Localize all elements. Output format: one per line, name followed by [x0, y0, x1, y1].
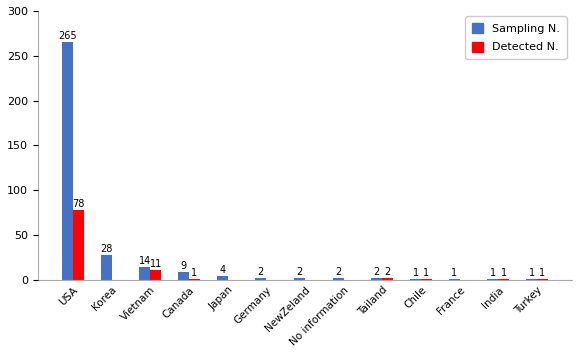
Legend: Sampling N., Detected N.: Sampling N., Detected N. — [466, 17, 566, 59]
Text: 2: 2 — [373, 267, 380, 277]
Text: 2: 2 — [384, 267, 391, 277]
Bar — [488, 279, 499, 280]
Bar — [410, 279, 421, 280]
Bar — [372, 278, 382, 280]
Bar — [140, 267, 150, 280]
Bar — [178, 272, 189, 280]
Bar — [382, 278, 393, 280]
Text: 2: 2 — [335, 267, 341, 277]
Bar — [150, 270, 161, 280]
Bar — [62, 42, 73, 280]
Text: 1: 1 — [490, 268, 496, 278]
Bar — [449, 279, 460, 280]
Text: 11: 11 — [149, 259, 162, 269]
Bar — [73, 210, 84, 280]
Text: 4: 4 — [219, 265, 225, 275]
Text: 2: 2 — [258, 267, 264, 277]
Bar — [333, 278, 343, 280]
Text: 265: 265 — [58, 31, 77, 41]
Text: 1: 1 — [412, 268, 419, 278]
Text: 2: 2 — [296, 267, 303, 277]
Bar — [537, 279, 548, 280]
Text: 1: 1 — [423, 268, 430, 278]
Text: 1: 1 — [191, 268, 197, 278]
Text: 1: 1 — [451, 268, 457, 278]
Bar — [101, 255, 112, 280]
Text: 28: 28 — [100, 244, 112, 253]
Bar — [294, 278, 305, 280]
Text: 1: 1 — [529, 268, 534, 278]
Bar — [499, 279, 509, 280]
Text: 1: 1 — [539, 268, 545, 278]
Bar — [217, 276, 228, 280]
Bar — [421, 279, 432, 280]
Bar — [255, 278, 266, 280]
Text: 14: 14 — [139, 256, 151, 266]
Text: 9: 9 — [181, 261, 186, 270]
Bar — [189, 279, 200, 280]
Text: 1: 1 — [501, 268, 507, 278]
Bar — [526, 279, 537, 280]
Text: 78: 78 — [72, 199, 85, 209]
